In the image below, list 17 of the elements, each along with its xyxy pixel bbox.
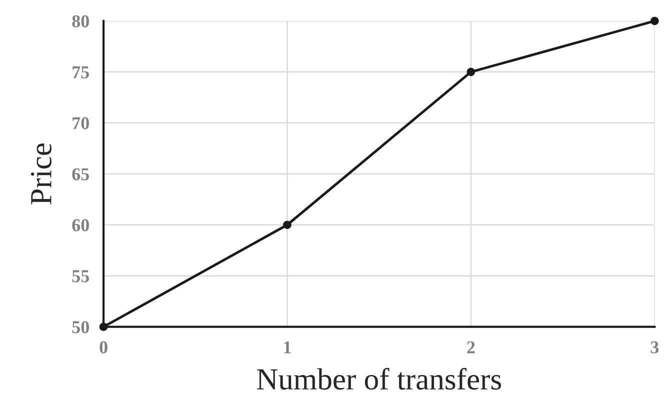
x-axis-title: Number of transfers [256, 368, 502, 390]
y-tick-label: 80 [72, 15, 89, 28]
x-tick-label: 3 [650, 341, 659, 354]
y-axis-title: Price [30, 144, 52, 204]
point [650, 16, 659, 26]
y-tick-label: 60 [72, 219, 89, 232]
point [99, 322, 108, 331]
y-tick-label: 55 [72, 270, 89, 282]
point [283, 220, 292, 230]
x-tick-label: 1 [284, 341, 291, 354]
x-tick-label: 2 [467, 341, 475, 354]
x-tick-label: 0 [100, 341, 108, 354]
y-tick-label: 70 [72, 117, 89, 130]
y-tick-label: 65 [72, 168, 89, 180]
point [466, 68, 476, 76]
y-tick-label: 75 [72, 66, 89, 78]
y-tick-label: 50 [72, 321, 89, 334]
